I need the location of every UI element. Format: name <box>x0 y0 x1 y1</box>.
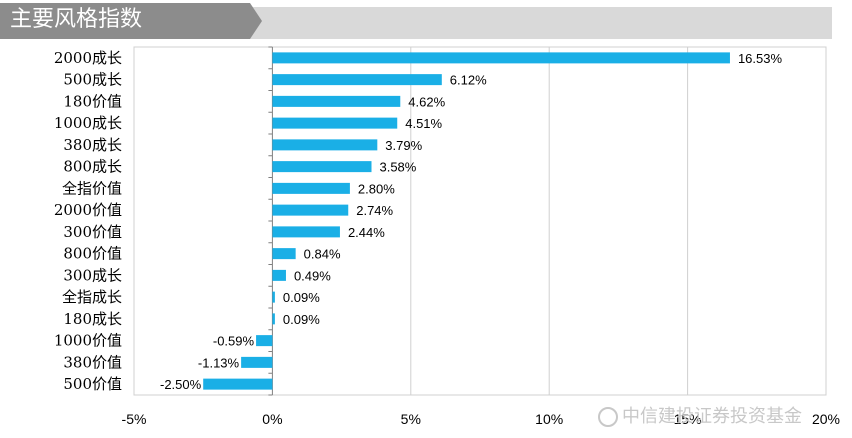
data-label: -2.50% <box>160 377 202 392</box>
data-label: 4.51% <box>405 116 442 131</box>
data-label: -1.13% <box>198 355 240 370</box>
x-tick-label: 0% <box>262 411 282 427</box>
data-label: 0.49% <box>294 268 331 283</box>
bar <box>272 52 730 64</box>
category-label: 800成长 <box>63 158 122 176</box>
data-label: 2.74% <box>356 203 393 218</box>
x-tick-label: 15% <box>674 411 702 427</box>
category-label: 全指成长 <box>62 288 122 306</box>
category-label: 1000成长 <box>54 114 122 132</box>
watermark: 中信建投证券投资基金 <box>598 402 802 428</box>
bar <box>272 95 401 107</box>
data-label: 2.44% <box>348 225 385 240</box>
watermark-text: 中信建投证券投资基金 <box>622 406 802 427</box>
category-label: 380成长 <box>63 136 122 154</box>
category-label: 1000价值 <box>54 332 122 350</box>
data-label: 3.58% <box>379 160 416 175</box>
data-label: 0.09% <box>283 290 320 305</box>
bar <box>272 117 398 129</box>
category-label: 180价值 <box>63 92 122 110</box>
data-label: 3.79% <box>385 138 422 153</box>
bar <box>272 182 350 194</box>
bar <box>241 356 273 368</box>
category-label: 2000价值 <box>54 201 122 219</box>
category-label: 500价值 <box>63 375 122 393</box>
category-label: 全指价值 <box>62 179 122 197</box>
category-label: 300成长 <box>63 266 122 284</box>
bar <box>272 291 275 303</box>
plot-area-border <box>133 46 827 396</box>
bar <box>203 378 273 390</box>
data-label: 16.53% <box>738 51 783 66</box>
bar <box>272 161 372 173</box>
header-tab <box>0 3 262 39</box>
x-tick-label: 10% <box>535 411 563 427</box>
data-label: 2.80% <box>358 181 395 196</box>
bar <box>272 313 275 325</box>
bar <box>272 226 340 238</box>
x-tick-label: 20% <box>812 411 840 427</box>
category-label: 2000成长 <box>54 49 122 67</box>
data-label: 6.12% <box>450 73 487 88</box>
category-label: 800价值 <box>63 245 122 263</box>
bar <box>256 335 273 347</box>
category-label: 300价值 <box>63 223 122 241</box>
weibo-icon <box>598 407 618 427</box>
data-label: -0.59% <box>213 334 255 349</box>
x-tick-label: 5% <box>401 411 421 427</box>
data-label: 0.09% <box>283 312 320 327</box>
category-label: 500成长 <box>63 71 122 89</box>
category-label: 180成长 <box>63 310 122 328</box>
category-label: 380价值 <box>63 353 122 371</box>
x-tick-label: -5% <box>122 411 147 427</box>
bar <box>272 269 286 281</box>
bar <box>272 248 296 260</box>
data-label: 4.62% <box>408 94 445 109</box>
section-header: 主要风格指数 <box>0 0 852 42</box>
bar <box>272 139 378 151</box>
bar <box>272 204 349 216</box>
bar <box>272 74 442 86</box>
page-title: 主要风格指数 <box>10 7 143 32</box>
data-label: 0.84% <box>304 247 341 262</box>
